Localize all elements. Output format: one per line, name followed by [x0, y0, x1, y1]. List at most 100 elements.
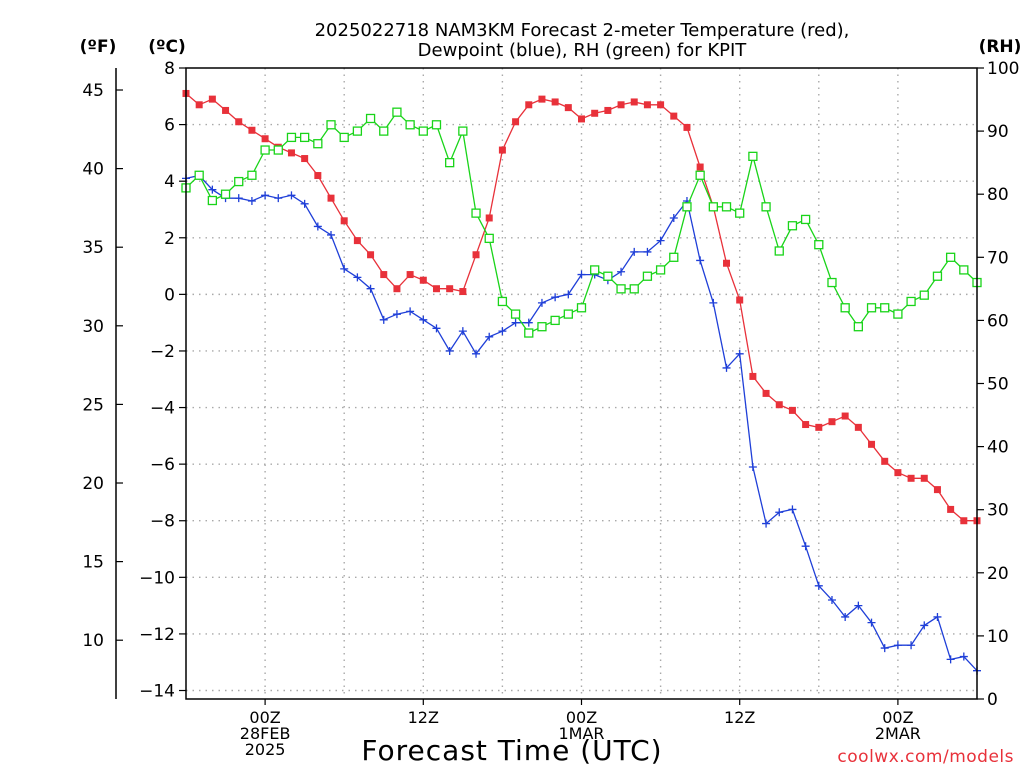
dewpoint-point	[788, 505, 797, 514]
rh-point	[550, 315, 560, 326]
rh-point	[299, 132, 310, 143]
rh-point	[629, 284, 639, 294]
dewpoint-point	[735, 349, 744, 358]
dewpoint-point	[340, 264, 349, 273]
temp-point	[525, 101, 533, 109]
temp-point	[222, 106, 230, 114]
dewpoint-point	[696, 256, 705, 265]
rh-point	[906, 296, 916, 307]
temp-point	[327, 194, 335, 202]
rh-point	[484, 233, 494, 244]
rh-tick-label: 50	[987, 375, 1009, 395]
temp-point	[723, 259, 731, 267]
temp-point	[195, 101, 203, 109]
rh-point	[642, 271, 653, 281]
temp-point	[604, 106, 612, 114]
x-tick-label: 00Z	[882, 708, 913, 727]
temp-point	[512, 118, 520, 126]
grid-lines	[186, 68, 977, 699]
dewpoint-point	[551, 293, 560, 302]
x-tick-label: 00Z	[566, 708, 597, 727]
dewpoint-line	[185, 174, 978, 672]
chart-subtitle: Dewpoint (blue), RH (green) for KPIT	[418, 40, 748, 61]
dewpoint-point	[366, 284, 375, 293]
dewpoint-point	[709, 298, 718, 307]
rh-point	[352, 126, 363, 136]
rh-point	[365, 113, 376, 124]
rh-line	[185, 111, 978, 334]
temp-point	[406, 271, 414, 279]
temp-point	[248, 126, 256, 134]
rh-point	[945, 252, 956, 262]
celsius-tick-label: 8	[164, 59, 175, 79]
rh-point	[207, 195, 218, 206]
rh-point	[563, 309, 573, 319]
temp-point	[696, 163, 704, 171]
celsius-tick-label: −4	[150, 399, 175, 419]
celsius-tick-label: 4	[164, 172, 175, 192]
dewpoint-point	[432, 324, 441, 333]
temp-point	[775, 401, 783, 409]
x-tick-label: 12Z	[724, 708, 755, 727]
temp-point	[894, 469, 902, 477]
dewpoint-point	[959, 652, 968, 661]
dewpoint-point	[353, 273, 362, 282]
temp-point	[802, 421, 810, 429]
temp-point	[854, 423, 862, 431]
celsius-tick-label: −10	[139, 568, 175, 588]
dewpoint-point	[893, 641, 902, 650]
temp-point	[578, 115, 585, 123]
rh-tick-label: 90	[987, 122, 1009, 142]
rh-point	[840, 303, 850, 313]
temp-point	[419, 276, 427, 284]
fahrenheit-tick-label: 45	[82, 81, 104, 101]
dewpoint-point	[617, 267, 626, 276]
rh-tick-label: 100	[987, 59, 1019, 79]
celsius-tick-label: −6	[150, 455, 175, 475]
rh-point	[616, 284, 626, 294]
celsius-tick-label: −12	[139, 625, 175, 645]
rh-point	[286, 132, 297, 143]
dewpoint-point	[261, 191, 270, 200]
celsius-tick-label: 0	[164, 285, 175, 305]
temp-point	[591, 109, 599, 117]
rh-point	[655, 265, 666, 275]
temp-point	[340, 217, 348, 225]
temp-point	[353, 237, 361, 245]
dewpoint-point	[841, 612, 850, 621]
rh-point	[392, 107, 402, 117]
rh-point	[787, 221, 798, 231]
temp-point	[683, 123, 691, 131]
temp-point	[788, 406, 796, 414]
dewpoint-point	[379, 315, 388, 324]
credit-text: coolwx.com/models	[837, 747, 1014, 767]
rh-point	[194, 170, 204, 180]
rh-tick-label: 80	[987, 185, 1009, 205]
rh-point	[273, 145, 283, 155]
temp-point	[815, 423, 823, 431]
rh-point	[603, 271, 613, 281]
rh-point	[893, 309, 903, 319]
dewpoint-point	[854, 601, 863, 610]
temp-point	[208, 95, 216, 103]
dewpoint-point	[287, 191, 296, 200]
rh-tick-label: 60	[987, 311, 1009, 331]
dewpoint-point	[406, 307, 415, 316]
temp-point	[828, 418, 836, 426]
temp-point	[301, 155, 309, 163]
temp-point	[380, 271, 388, 279]
rh-point	[708, 202, 718, 212]
temp-point	[485, 214, 493, 222]
dewpoint-point	[300, 199, 309, 208]
dewpoint-point	[511, 318, 520, 327]
rh-point	[339, 132, 349, 143]
temp-point	[643, 101, 651, 109]
dewpoint-point	[564, 290, 573, 299]
rh-point	[695, 170, 705, 180]
dewpoint-point	[419, 315, 428, 324]
dewpoint-point	[814, 581, 823, 590]
temp-point	[868, 440, 876, 448]
temp-point	[617, 101, 625, 109]
rh-point	[445, 157, 455, 168]
rh-point	[379, 126, 389, 136]
